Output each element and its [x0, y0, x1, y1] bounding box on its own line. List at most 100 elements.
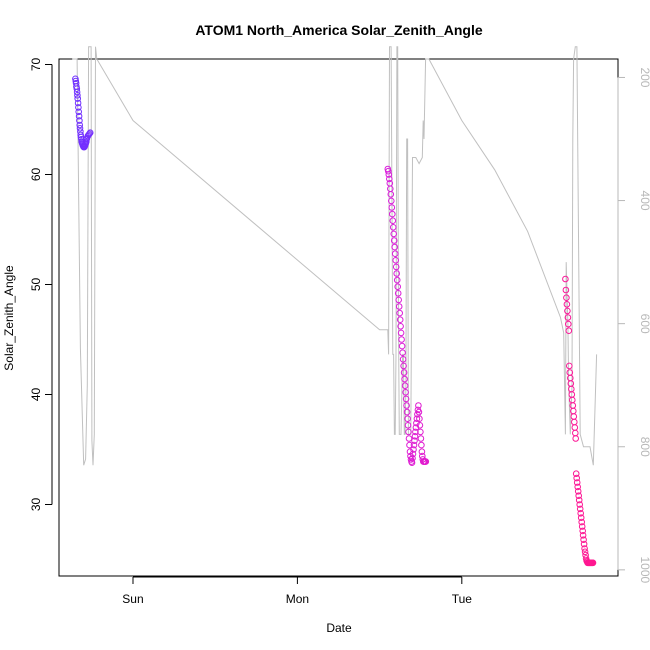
y2-tick-label: 600 — [638, 314, 650, 334]
data-point — [578, 518, 586, 526]
data-point — [401, 375, 408, 383]
y-axis-label: Solar_Zenith_Angle — [2, 265, 16, 371]
data-point — [387, 191, 395, 198]
data-point — [412, 428, 419, 436]
data-point — [395, 303, 403, 310]
data-point — [572, 435, 580, 442]
data-point — [73, 88, 81, 96]
y-tick-label: 30 — [29, 498, 43, 512]
data-point — [76, 125, 84, 132]
data-point — [574, 488, 582, 495]
data-point — [413, 419, 420, 427]
data-point — [409, 455, 416, 462]
data-point — [404, 415, 411, 423]
data-point — [394, 283, 402, 291]
data-point — [418, 448, 426, 456]
data-point — [415, 408, 423, 416]
data-point — [581, 545, 588, 552]
data-point — [386, 175, 393, 183]
data-point — [589, 559, 597, 567]
data-point — [399, 349, 406, 357]
y-tick-label: 60 — [29, 168, 43, 182]
data-point — [391, 243, 399, 251]
data-point — [400, 369, 408, 376]
data-point — [396, 309, 404, 317]
data-point — [405, 428, 412, 436]
data-point — [576, 501, 584, 508]
data-point — [401, 382, 409, 390]
data-point — [390, 237, 398, 244]
data-point — [563, 301, 571, 308]
data-point — [578, 523, 586, 530]
data-point — [390, 230, 398, 238]
x-tick-label: Mon — [286, 592, 309, 606]
data-point — [388, 204, 396, 211]
data-point — [410, 446, 417, 453]
y2-tick-label: 800 — [638, 437, 650, 457]
data-point — [577, 510, 585, 517]
x-tick-label: Tue — [452, 592, 473, 606]
data-point — [403, 408, 411, 416]
data-point — [575, 496, 583, 504]
data-point — [416, 422, 424, 429]
data-point — [563, 294, 570, 302]
data-point — [74, 92, 81, 99]
data-point — [398, 342, 406, 350]
data-point — [86, 129, 94, 136]
x-axis: Sun Mon Tue — [122, 576, 473, 606]
data-point — [385, 171, 393, 178]
data-point — [395, 296, 403, 304]
data-point — [409, 450, 417, 458]
data-point — [568, 385, 575, 393]
data-point — [74, 99, 82, 107]
y-tick-label: 50 — [29, 278, 43, 292]
data-point — [417, 435, 425, 442]
data-point — [573, 479, 581, 486]
y2-tick-label: 400 — [638, 191, 650, 211]
data-point — [411, 437, 418, 445]
data-point — [402, 395, 410, 403]
data-point — [398, 336, 405, 343]
data-point — [404, 422, 412, 429]
chart-title: ATOM1 North_America Solar_Zenith_Angle — [195, 22, 483, 38]
data-point — [391, 250, 399, 257]
data-point — [389, 217, 397, 224]
data-point — [410, 441, 418, 449]
data-point — [393, 270, 401, 277]
y2-tick-label: 200 — [638, 67, 650, 87]
data-point — [406, 441, 413, 449]
data-point — [86, 130, 93, 138]
data-point — [564, 314, 572, 321]
data-point — [402, 389, 409, 396]
data-point — [73, 85, 81, 92]
x-tick-label: Sun — [122, 592, 143, 606]
x-axis-label: Date — [326, 621, 352, 635]
data-point — [413, 415, 421, 423]
data-point — [411, 433, 419, 440]
data-point — [579, 527, 587, 535]
data-point — [399, 356, 407, 363]
data-point — [418, 441, 425, 449]
data-point — [400, 362, 407, 370]
data-point — [76, 121, 83, 129]
data-point — [579, 532, 587, 539]
data-point — [385, 167, 392, 175]
secondary-series-line — [72, 46, 598, 466]
data-point — [581, 548, 589, 556]
y-axis-left: 30 40 50 60 70 — [29, 58, 53, 512]
data-point — [564, 307, 571, 315]
data-point — [562, 275, 569, 283]
data-point — [573, 474, 581, 482]
data-point — [405, 435, 413, 442]
data-point — [74, 95, 81, 102]
data-point — [77, 131, 84, 139]
data-point — [570, 413, 578, 420]
data-point — [389, 224, 397, 231]
plot-frame — [58, 58, 619, 577]
data-point — [75, 112, 83, 120]
data-point — [417, 428, 424, 436]
y-tick-label: 70 — [29, 58, 43, 72]
data-point — [393, 276, 401, 284]
data-point — [397, 329, 405, 337]
